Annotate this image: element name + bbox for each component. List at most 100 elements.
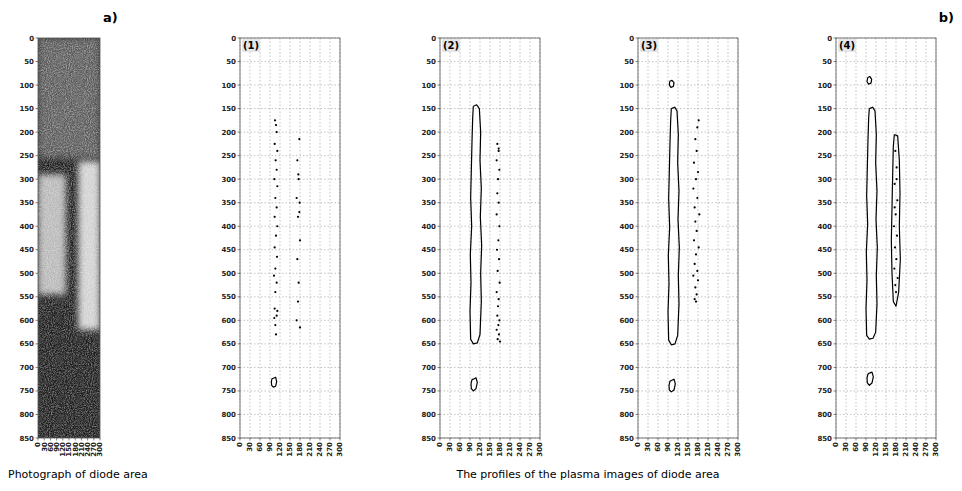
tick	[56, 438, 57, 441]
tick	[87, 438, 88, 441]
tick	[36, 108, 39, 109]
tick	[896, 438, 897, 441]
x-tick-label: 210	[306, 442, 314, 457]
grid-line	[500, 38, 501, 438]
y-tick-label: 250	[619, 152, 634, 160]
tick	[36, 273, 39, 274]
grid-line	[440, 85, 540, 86]
grid-line	[440, 226, 540, 227]
tick	[50, 438, 51, 441]
tick	[886, 438, 887, 441]
tick	[876, 438, 877, 441]
tick	[636, 155, 639, 156]
y-tick-label: 200	[817, 129, 832, 137]
y-tick-label: 550	[619, 293, 634, 301]
tick	[440, 438, 441, 441]
x-tick-label: 30	[644, 442, 652, 452]
grid-line	[330, 38, 331, 438]
y-tick-label: 400	[221, 223, 236, 231]
tick	[916, 438, 917, 441]
plasma-dot	[696, 230, 698, 232]
grid-line	[440, 367, 540, 368]
grid-line	[668, 38, 669, 438]
x-tick-label: 30	[446, 442, 454, 452]
tick	[238, 85, 241, 86]
grid-line	[310, 38, 311, 438]
contour	[891, 134, 900, 306]
plasma-dot	[275, 333, 277, 335]
tick	[846, 438, 847, 441]
tick	[438, 438, 441, 439]
tick	[834, 343, 837, 344]
plasma-dot	[696, 270, 698, 272]
grid-line	[836, 202, 936, 203]
grid-line	[300, 38, 301, 438]
x-tick-label: 150	[684, 442, 692, 457]
y-tick-label: 350	[817, 199, 832, 207]
tick	[250, 438, 251, 441]
plasma-dot	[296, 258, 298, 260]
panel-label-ground	[442, 39, 460, 52]
plasma-dot	[276, 315, 278, 317]
plasma-dot	[697, 171, 699, 173]
tick	[270, 438, 271, 441]
y-tick-label: 800	[421, 411, 436, 419]
y-tick-label: 100	[19, 82, 34, 90]
x-tick-label: 30	[842, 442, 850, 452]
grid-line	[440, 61, 540, 62]
tick	[438, 179, 441, 180]
grid-line	[240, 390, 340, 391]
plasma-dot	[296, 319, 298, 321]
tick	[708, 438, 709, 441]
plasma-dot	[498, 333, 500, 335]
grid-line	[480, 38, 481, 438]
grid-line	[240, 179, 340, 180]
grid-line	[638, 296, 738, 297]
plasma-dot	[496, 192, 498, 194]
y-tick-label: 400	[421, 223, 436, 231]
tick	[36, 226, 39, 227]
plasma-dot	[893, 225, 895, 227]
y-tick-label: 700	[817, 364, 832, 372]
y-tick-label: 150	[619, 105, 634, 113]
grid-line	[638, 61, 738, 62]
grid-line	[688, 38, 689, 438]
tick	[238, 132, 241, 133]
tick	[636, 273, 639, 274]
plasma-dot	[498, 147, 500, 149]
contour	[470, 105, 482, 344]
tick	[36, 61, 39, 62]
frame	[638, 38, 738, 438]
tick	[36, 343, 39, 344]
grid-line	[638, 343, 738, 344]
y-tick-label: 250	[421, 152, 436, 160]
grid-line	[836, 132, 936, 133]
plasma-dot	[694, 298, 696, 300]
tick	[438, 38, 441, 39]
grid-line	[260, 38, 261, 438]
plasma-dot	[299, 239, 301, 241]
y-tick-label: 500	[619, 270, 634, 278]
tick	[636, 414, 639, 415]
y-tick-label: 550	[19, 293, 34, 301]
tick	[834, 249, 837, 250]
x-tick-label: 240	[516, 442, 524, 457]
plasma-dot	[496, 143, 498, 145]
tick	[470, 438, 471, 441]
grid-line	[856, 38, 857, 438]
grid-line	[440, 202, 540, 203]
tick	[238, 438, 241, 439]
y-tick-label: 400	[817, 223, 832, 231]
tick	[238, 108, 241, 109]
tick	[238, 296, 241, 297]
tick	[834, 155, 837, 156]
tick	[836, 438, 837, 441]
grid-line	[240, 108, 340, 109]
y-tick-label: 550	[421, 293, 436, 301]
x-tick-label: 270	[922, 442, 930, 457]
x-tick-label: 240	[912, 442, 920, 457]
y-tick-label: 850	[421, 435, 436, 443]
plasma-dot	[499, 340, 501, 342]
tick	[320, 438, 321, 441]
bright-region	[38, 38, 100, 438]
